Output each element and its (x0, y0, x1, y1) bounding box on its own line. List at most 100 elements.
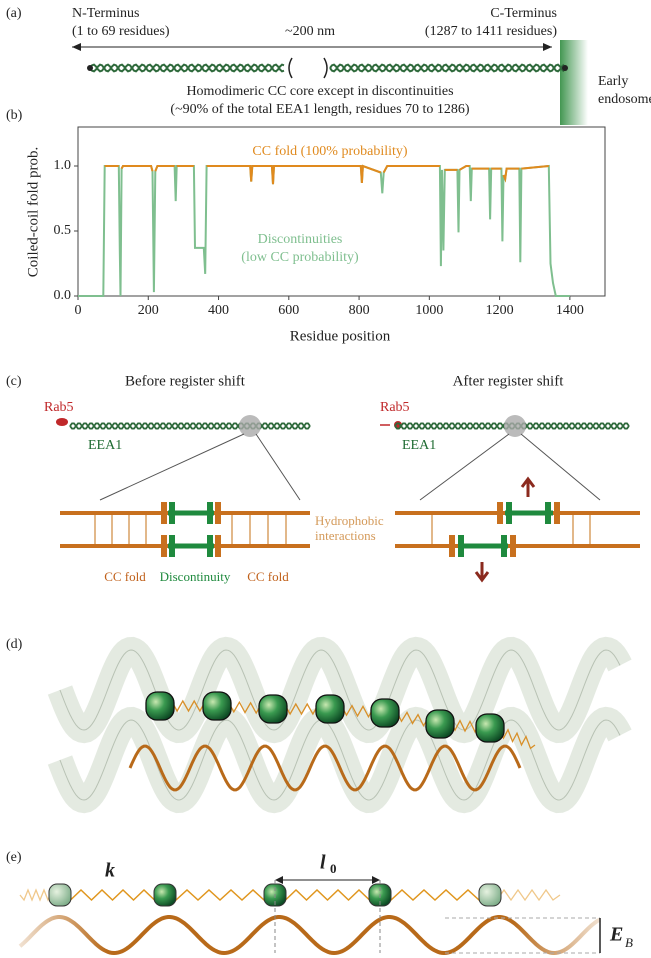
bead (475, 713, 505, 743)
junction (161, 535, 167, 557)
terminus (562, 65, 568, 71)
hydrophobic-label: interactions (315, 528, 376, 543)
spring-constant: k (105, 860, 115, 882)
bead (258, 694, 288, 724)
energy-subscript: B (625, 935, 633, 950)
c-range: (1287 to 1411 residues) (425, 24, 557, 39)
rab5-label: Rab5 (44, 400, 74, 415)
ribbon (47, 706, 632, 814)
series-line (104, 164, 549, 185)
x-tick-label: 800 (349, 303, 370, 318)
ladders (60, 502, 640, 557)
bead (370, 698, 400, 728)
caption: (~90% of the total EEA1 length, residues… (170, 102, 470, 117)
coiled-coil (69, 422, 630, 430)
magnifier (239, 415, 261, 437)
y-tick-label: 0.0 (54, 288, 72, 303)
terminus (87, 65, 93, 71)
x-tick-label: 400 (208, 303, 229, 318)
length-subscript: 0 (330, 861, 337, 876)
strand (69, 422, 311, 430)
strand (89, 63, 285, 73)
annotation: CC fold (100% probability) (252, 144, 407, 159)
zoom-lines (99, 433, 601, 501)
panel-label: (e) (6, 850, 22, 865)
length-label: ~200 nm (285, 24, 335, 39)
endosome-label: Early (598, 74, 628, 89)
bead (425, 709, 455, 739)
junction (510, 535, 516, 557)
chart: 0 200 400 600 800 1000 1200 1400 0.0 0.5 1.0 (54, 158, 584, 318)
energy-wave (128, 744, 522, 792)
bead (153, 883, 177, 907)
panel-label: (b) (6, 108, 23, 123)
series-line (78, 164, 570, 297)
endosome (560, 40, 588, 125)
plot-frame (77, 126, 606, 297)
hydrophobic-label: Hydrophobic (315, 513, 384, 528)
bead (202, 691, 232, 721)
x-tick-label: 1200 (486, 303, 514, 318)
strand (329, 63, 565, 73)
eea1-label: EEA1 (402, 438, 436, 453)
rab5 (56, 418, 68, 426)
helix-model (47, 636, 632, 814)
bead (48, 883, 72, 907)
energy-symbol: E (609, 924, 623, 946)
magnifier (504, 415, 526, 437)
bead (478, 883, 502, 907)
energy-wave (18, 915, 601, 956)
y-tick-label: 1.0 (54, 158, 72, 173)
endosome-label: endosome (598, 92, 651, 107)
x-tick-label: 600 (278, 303, 299, 318)
panel-label: (a) (6, 6, 22, 21)
n-terminus: N-Terminus (72, 6, 139, 21)
n-range: (1 to 69 residues) (72, 24, 170, 39)
spring-model (18, 876, 601, 956)
panel-label: (c) (6, 374, 22, 389)
annotation: (low CC probability) (241, 250, 359, 265)
bead (315, 694, 345, 724)
x-tick-label: 0 (75, 303, 82, 318)
legend-cc: CC fold (104, 569, 146, 584)
rab5-label: Rab5 (380, 400, 410, 415)
shift-arrow (474, 562, 490, 583)
subtitle: After register shift (453, 373, 565, 389)
y-tick-label: 0.5 (54, 223, 72, 238)
annotation: Discontinuities (258, 232, 343, 247)
junction (554, 502, 560, 524)
spring (59, 888, 166, 902)
junction (215, 535, 221, 557)
legend-cc: CC fold (247, 569, 289, 584)
length-symbol: l (320, 852, 326, 874)
junction (458, 535, 464, 557)
ribbon-edge (59, 649, 621, 731)
legend-discontinuity: Discontinuity (160, 569, 231, 584)
caption: Homodimeric CC core except in discontinu… (186, 84, 453, 99)
junction (169, 535, 175, 557)
junction (497, 502, 503, 524)
y-axis-label: Coiled-coil fold prob. (25, 147, 41, 277)
c-terminus: C-Terminus (490, 6, 557, 21)
x-tick-label: 1000 (415, 303, 443, 318)
shift-arrow (520, 476, 536, 497)
junction (545, 502, 551, 524)
spring (379, 888, 491, 902)
junction (501, 535, 507, 557)
junction (161, 502, 167, 524)
junction (207, 535, 213, 557)
x-tick-label: 1400 (556, 303, 584, 318)
coiled-coil (87, 63, 568, 73)
junction (215, 502, 221, 524)
junction (506, 502, 512, 524)
spring (489, 888, 561, 902)
x-axis-label: Residue position (290, 328, 391, 344)
spring (274, 888, 381, 902)
bead (145, 691, 175, 721)
junction (169, 502, 175, 524)
junction (207, 502, 213, 524)
junction (449, 535, 455, 557)
panel-label: (d) (6, 637, 23, 652)
spring (164, 888, 276, 902)
